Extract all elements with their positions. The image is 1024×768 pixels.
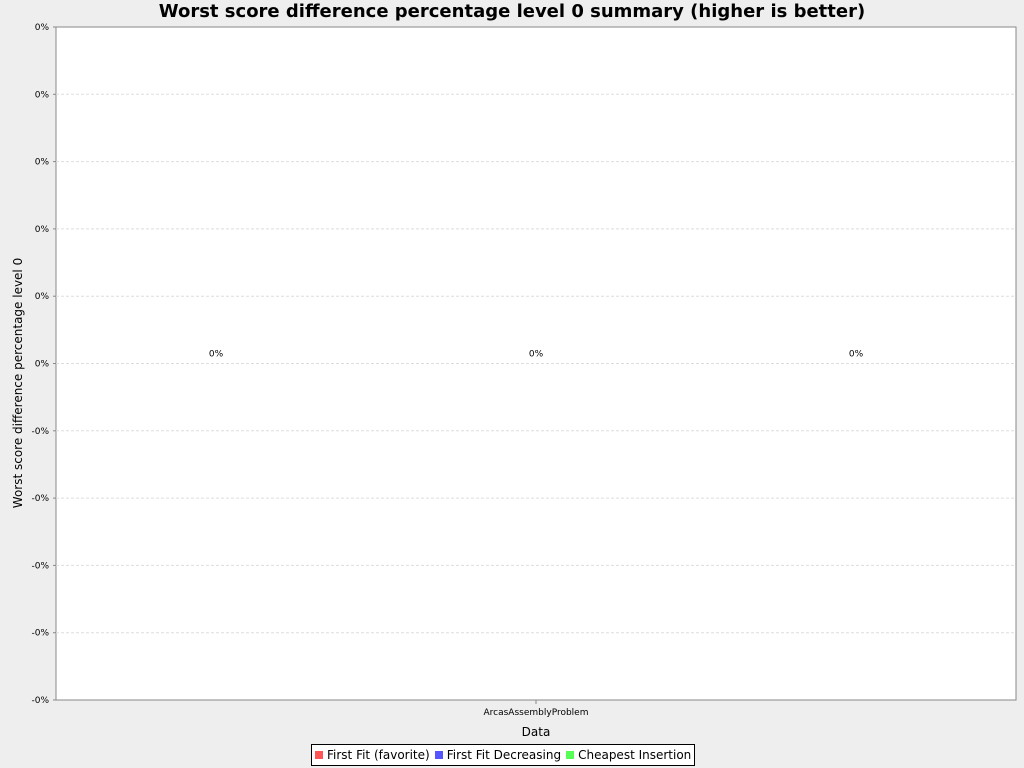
legend-label: Cheapest Insertion	[578, 748, 692, 762]
y-tick-label: 0%	[35, 23, 50, 33]
y-tick-label: -0%	[31, 494, 49, 504]
x-axis-label: Data	[522, 725, 551, 739]
y-tick-label: -0%	[31, 561, 49, 571]
legend-swatch	[566, 751, 575, 759]
bar-value-label: 0%	[209, 350, 224, 360]
gridlines	[56, 93, 1016, 634]
bar-value-label: 0%	[529, 350, 544, 360]
x-axis-ticks: ArcasAssemblyProblem	[484, 700, 589, 718]
y-axis-ticks: 0% 0% 0% 0% 0% 0% -0% -0% -0% -0% -0%	[31, 23, 56, 706]
legend-label: First Fit Decreasing	[446, 748, 562, 762]
bar-value-label: 0%	[849, 350, 864, 360]
bars: 0% 0% 0%	[209, 350, 864, 360]
y-tick-label: -0%	[31, 629, 49, 639]
legend-swatch	[434, 751, 443, 759]
legend-item: Cheapest Insertion	[566, 748, 691, 762]
chart-title: Worst score difference percentage level …	[158, 1, 866, 22]
y-axis-label: Worst score difference percentage level …	[11, 258, 25, 508]
y-tick-label: 0%	[35, 292, 50, 302]
legend-item: First Fit (favorite)	[315, 748, 430, 762]
y-tick-label: 0%	[35, 90, 50, 100]
y-tick-label: 0%	[35, 158, 50, 168]
legend-swatch	[315, 751, 323, 759]
y-tick-label: -0%	[31, 696, 49, 706]
legend-item: First Fit Decreasing	[434, 748, 562, 762]
x-tick-label: ArcasAssemblyProblem	[484, 708, 589, 718]
chart-canvas: 0% 0% 0% 0% 0% 0% -0% -0% -0% -0% -0% 0% 0% 0% Arcas…	[11, 23, 1017, 739]
legend-label: First Fit (favorite)	[327, 748, 430, 762]
y-tick-label: 0%	[35, 225, 50, 235]
y-tick-label: -0%	[31, 427, 49, 437]
legend: First Fit (favorite) First Fit Decreasing…	[311, 744, 696, 766]
y-tick-label: 0%	[35, 360, 50, 370]
